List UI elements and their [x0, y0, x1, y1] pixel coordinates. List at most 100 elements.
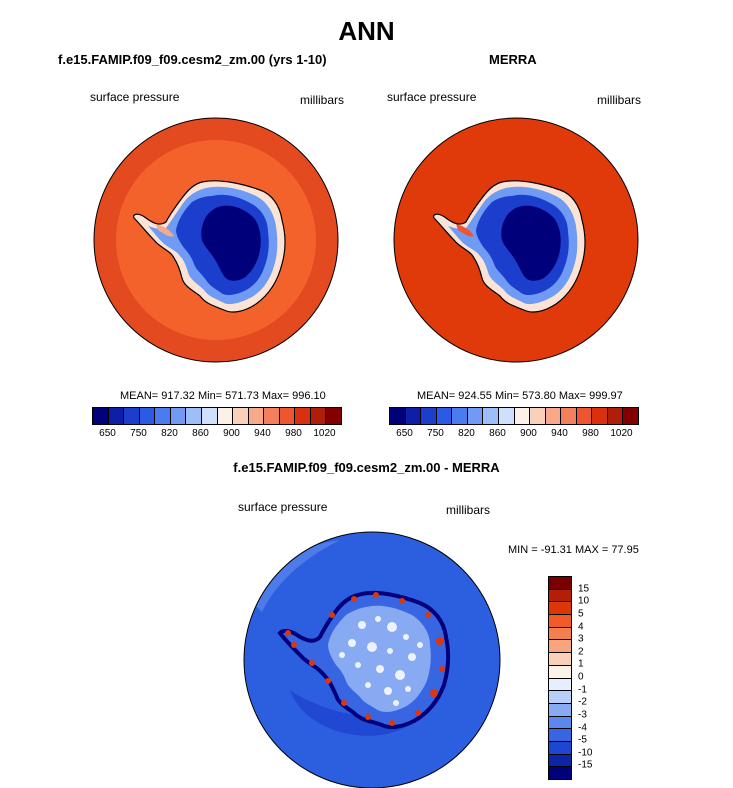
panel1-colorbar-swatch [155, 408, 171, 424]
panel2-colorbar-swatch [405, 408, 422, 424]
panel1-colorbar-swatch [124, 408, 140, 424]
diff-colorbar-swatch [549, 754, 571, 768]
panel2-colorbar-swatch [498, 408, 515, 424]
panel2-colorbar-tick-label: 650 [396, 428, 413, 439]
diff-colorbar-tick-label: -1 [578, 684, 587, 696]
panel2-colorbar-swatch [607, 408, 624, 424]
panel1-units-label: millibars [300, 93, 345, 107]
panel2-colorbar-swatch [623, 408, 638, 424]
diff-colorbar-swatch [549, 627, 571, 641]
panel1-antarctica-plateau [201, 205, 261, 281]
panel1-colorbar [92, 407, 342, 425]
panel2-colorbar-tick-label: 860 [489, 428, 506, 439]
diff-units-label: millibars [446, 503, 491, 517]
panel2-colorbar-swatch [530, 408, 546, 424]
panel1-colorbar-tick-label: 940 [254, 428, 271, 439]
diff-colorbar-tick-label: -4 [578, 722, 587, 733]
panel2-colorbar-swatch [545, 408, 562, 424]
panel1-colorbar-tick-label: 980 [285, 428, 302, 439]
panel2-colorbar-swatch [514, 408, 531, 424]
panel2-colorbar-tick-label: 900 [520, 428, 537, 439]
panel2-variable-label: surface pressure [387, 90, 477, 104]
diff-ocean-light-patch [250, 540, 340, 612]
panel1-colorbar-tick-label: 750 [130, 428, 147, 439]
panel2-colorbar-swatch [561, 408, 577, 424]
diff-colorbar-tick-label: -10 [578, 747, 593, 759]
panel1-colorbar-swatch [108, 408, 125, 424]
panel1-colorbar-tick-label: 1020 [313, 428, 336, 439]
panel-title-model: f.e15.FAMIP.f09_f09.cesm2_zm.00 (yrs 1-1… [58, 52, 327, 67]
diff-colorbar-swatch [549, 741, 571, 755]
panel1-colorbar-swatch [326, 408, 341, 424]
diff-colorbar [548, 576, 572, 780]
panel1-colorbar-tick-label: 860 [192, 428, 209, 439]
diff-colorbar-swatch [549, 665, 571, 679]
diff-colorbar-tick-label: 10 [578, 595, 590, 607]
diff-colorbar-swatch [549, 729, 571, 742]
diff-colorbar-tick-label: -2 [578, 696, 587, 708]
panel2-colorbar-tick-label: 980 [582, 428, 599, 439]
panel2-colorbar-swatch [592, 408, 608, 424]
panel2-stats: MEAN= 924.55 Min= 573.80 Max= 999.97 [417, 390, 623, 402]
panel1-colorbar-swatch [264, 408, 280, 424]
diff-stats: MIN = -91.31 MAX = 77.95 [508, 544, 639, 556]
diff-colorbar-tick-label: -5 [578, 734, 587, 746]
diff-colorbar-ticks: 15 10 5 4 3 2 1 0 -1 -2 -3 -4 -5 -10 -15 [578, 576, 618, 778]
diff-antarctica-interior [328, 605, 431, 712]
panel2-units-label: millibars [597, 93, 642, 107]
panel2-colorbar-swatch [436, 408, 453, 424]
panel2-colorbar-swatch [421, 408, 437, 424]
panel1-colorbar-swatch [201, 408, 218, 424]
diff-colorbar-tick-label: 4 [578, 621, 584, 632]
panel2-colorbar-swatch [576, 408, 593, 424]
diff-colorbar-tick-label: 0 [578, 671, 584, 683]
panel1-colorbar-swatch [279, 408, 296, 424]
panel1-colorbar-swatch [217, 408, 234, 424]
panel2-colorbar-tick-label: 820 [458, 428, 475, 439]
diff-colorbar-swatch [549, 577, 571, 590]
panel1-colorbar-swatch [248, 408, 265, 424]
panel1-colorbar-swatch [93, 408, 109, 424]
diff-colorbar-swatch [549, 640, 571, 654]
panel2-colorbar-ticks: 650 750 820 860 900 940 980 1020 [389, 428, 637, 442]
panel1-colorbar-tick-label: 900 [223, 428, 240, 439]
diff-colorbar-tick-label: 2 [578, 646, 584, 658]
panel1-colorbar-swatch [233, 408, 249, 424]
diff-colorbar-tick-label: -3 [578, 709, 587, 721]
panel1-colorbar-ticks: 650 750 820 860 900 940 980 1020 [92, 428, 340, 442]
panel1-colorbar-swatch [139, 408, 156, 424]
diff-variable-label: surface pressure [238, 500, 328, 514]
panel1-colorbar-tick-label: 820 [161, 428, 178, 439]
diff-colorbar-swatch [549, 653, 571, 666]
diff-colorbar-swatch [549, 691, 571, 704]
diff-colorbar-swatch [549, 678, 571, 692]
panel2-colorbar-swatch [390, 408, 406, 424]
panel1-colorbar-swatch [295, 408, 311, 424]
diff-speckle-field [339, 616, 423, 706]
panel2-colorbar-tick-label: 1020 [610, 428, 633, 439]
diff-panel-title: f.e15.FAMIP.f09_f09.cesm2_zm.00 - MERRA [233, 460, 500, 475]
panel2-colorbar-swatch [483, 408, 499, 424]
panel2-antarctica-plateau [501, 205, 561, 281]
panel2-colorbar-tick-label: 940 [551, 428, 568, 439]
diff-colorbar-swatch [549, 602, 571, 616]
diff-colorbar-tick-label: 3 [578, 633, 584, 645]
panel2-colorbar-swatch [452, 408, 468, 424]
panel2-colorbar-swatch [467, 408, 484, 424]
diff-colorbar-tick-label: 15 [578, 583, 590, 595]
panel1-colorbar-tick-label: 650 [99, 428, 116, 439]
panel1-stats: MEAN= 917.32 Min= 571.73 Max= 996.10 [120, 390, 326, 402]
panel1-colorbar-swatch [310, 408, 327, 424]
diff-colorbar-swatch [549, 615, 571, 628]
diff-colorbar-swatch [549, 589, 571, 603]
diff-coastal-anomalies [285, 592, 445, 726]
panel2-peninsula [456, 224, 474, 237]
diff-colorbar-tick-label: 1 [578, 658, 584, 670]
panel1-colorbar-swatch [186, 408, 202, 424]
panel2-colorbar-tick-label: 750 [427, 428, 444, 439]
panel2-colorbar [389, 407, 639, 425]
panel1-peninsula [156, 224, 174, 237]
